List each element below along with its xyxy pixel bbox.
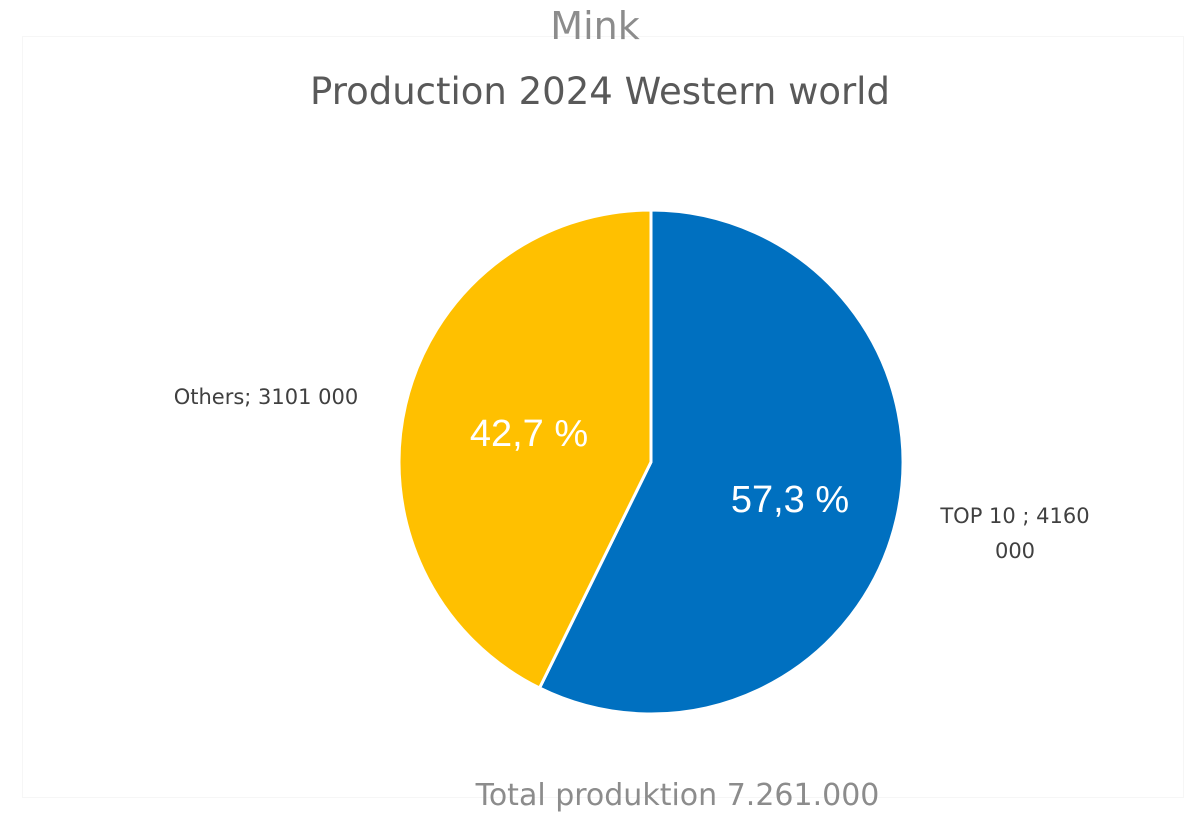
- pie-labels: 57,3 % 42,7 % TOP 10 ; 4160 000 Others; …: [174, 385, 1090, 563]
- pie-slice-top-10: [538, 208, 905, 716]
- chart-subtitle: Production 2024 Western world: [310, 70, 890, 113]
- chart-title: Mink: [550, 4, 640, 48]
- chart-footer: Total produktion 7.261.000: [475, 778, 880, 813]
- slice-percent-top10: 57,3 %: [731, 479, 849, 521]
- slice-percent-others: 42,7 %: [470, 413, 588, 455]
- pie-slice-others: [397, 208, 653, 690]
- slice-label-top10-line2: 000: [995, 539, 1035, 563]
- pie-slices: [397, 208, 905, 716]
- slice-label-others: Others; 3101 000: [174, 385, 359, 409]
- slice-label-top10-line1: TOP 10 ; 4160: [939, 504, 1089, 528]
